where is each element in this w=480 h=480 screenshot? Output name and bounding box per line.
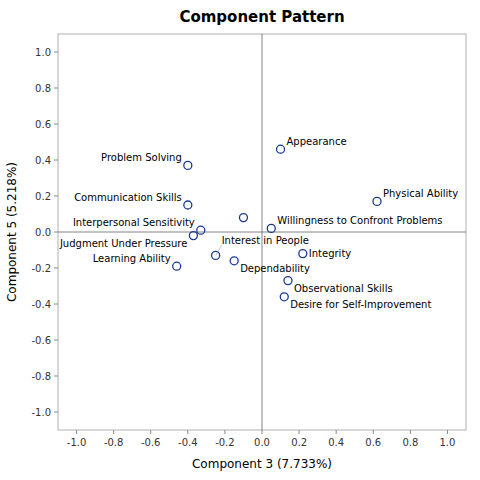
x-tick-label: 0.4 (328, 437, 344, 448)
y-tick (54, 232, 58, 233)
y-tick (54, 160, 58, 161)
y-tick-label: -0.6 (31, 335, 51, 346)
point-label: Dependability (240, 263, 310, 274)
point (230, 257, 238, 265)
point (184, 161, 192, 169)
y-tick-label: -0.2 (31, 263, 51, 274)
point (284, 277, 292, 285)
x-tick (410, 430, 411, 434)
x-tick-label: -1.0 (67, 437, 87, 448)
y-tick (54, 52, 58, 53)
point-label: Observational Skills (294, 283, 393, 294)
point-label: Learning Ability (93, 253, 171, 264)
y-tick (54, 124, 58, 125)
x-tick-label: -0.2 (215, 437, 235, 448)
title: Component Pattern (179, 8, 344, 26)
x-tick (447, 430, 448, 434)
point (373, 197, 381, 205)
y-axis-label: Component 5 (5.218%) (5, 162, 19, 302)
point-label: Problem Solving (101, 152, 182, 163)
y-tick-label: -1.0 (31, 407, 51, 418)
x-tick-label: -0.6 (141, 437, 161, 448)
x-tick (262, 430, 263, 434)
point-label: Desire for Self-Improvement (290, 299, 431, 310)
point-label: Communication Skills (74, 192, 182, 203)
x-tick-label: -0.8 (104, 437, 124, 448)
point (299, 250, 307, 258)
y-tick-label: 1.0 (35, 47, 51, 58)
y-tick (54, 340, 58, 341)
x-tick-label: 0.0 (254, 437, 270, 448)
y-tick (54, 268, 58, 269)
x-tick-label: 0.8 (402, 437, 418, 448)
point (184, 201, 192, 209)
y-tick-label: 0.4 (35, 155, 51, 166)
point-label: Physical Ability (383, 188, 458, 199)
x-tick (187, 430, 188, 434)
y-tick-label: 0.2 (35, 191, 51, 202)
chart: -1.0 -0.8 -0.6 -0.4 -0.2 0.0 0.2 0.4 0.6 0.8 1.0 -1… (0, 0, 480, 480)
plot-frame (58, 34, 466, 430)
y-tick (54, 196, 58, 197)
x-tick-label: 1.0 (440, 437, 456, 448)
y-tick-label: -0.4 (31, 299, 51, 310)
y-tick-label: 0.0 (35, 227, 51, 238)
y-tick (54, 304, 58, 305)
x-tick (76, 430, 77, 434)
point-label: Integrity (309, 248, 352, 259)
point (197, 226, 205, 234)
y-tick (54, 376, 58, 377)
x-tick (373, 430, 374, 434)
x-tick (299, 430, 300, 434)
x-tick-label: 0.6 (365, 437, 381, 448)
x-tick (113, 430, 114, 434)
x-tick-label: 0.2 (291, 437, 307, 448)
y-tick (54, 88, 58, 89)
point (277, 145, 285, 153)
reference-line-y (58, 232, 466, 233)
y-tick (54, 412, 58, 413)
point-label: Interest in People (222, 235, 309, 246)
point (173, 262, 181, 270)
x-axis-label: Component 3 (7.733%) (192, 457, 332, 471)
point-label: Willingness to Confront Problems (277, 215, 442, 226)
x-tick (224, 430, 225, 434)
point (280, 293, 288, 301)
y-tick-label: -0.8 (31, 371, 51, 382)
point (189, 232, 197, 240)
x-tick-label: -0.4 (178, 437, 198, 448)
point-label: Judgment Under Pressure (59, 238, 187, 249)
x-tick (336, 430, 337, 434)
point-label: Interpersonal Sensitivity (73, 217, 195, 228)
y-tick-label: 0.8 (35, 83, 51, 94)
point (239, 214, 247, 222)
label-leader (216, 245, 222, 255)
point-label: Appearance (287, 136, 347, 147)
y-tick-label: 0.6 (35, 119, 51, 130)
x-tick (150, 430, 151, 434)
point (267, 224, 275, 232)
